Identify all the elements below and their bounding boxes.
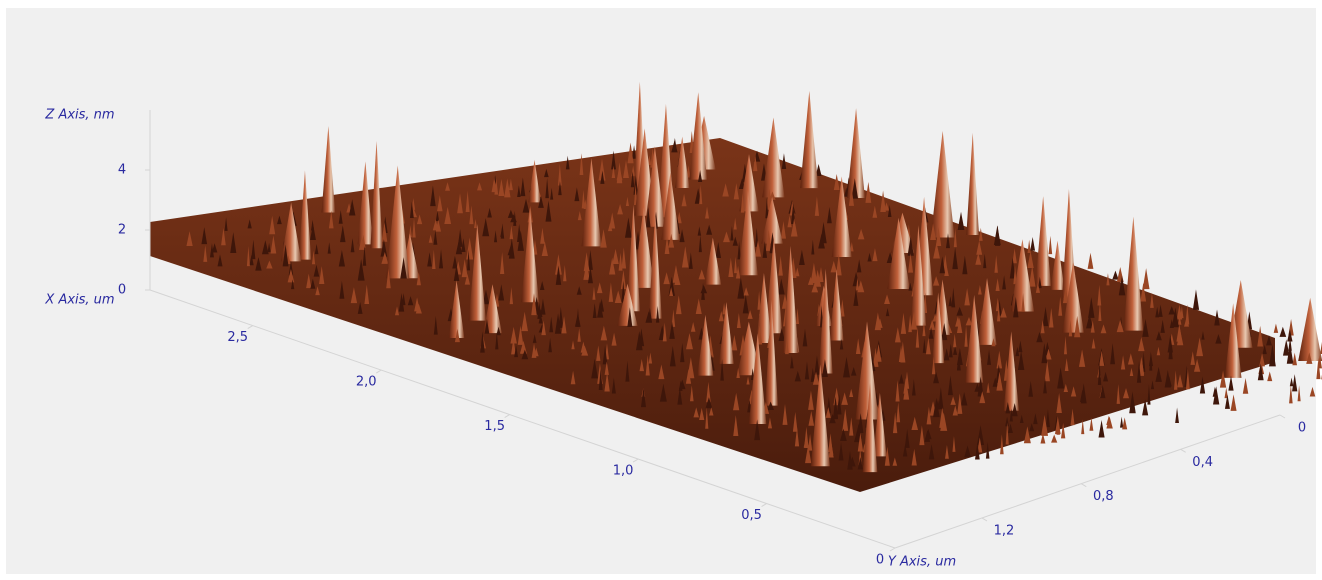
- x-tick-label: 0: [876, 553, 884, 568]
- x-axis-title: X Axis, um: [44, 293, 114, 308]
- chart: Z Axis, nm X Axis, um Y Axis, um 0 0,5 1,0…: [0, 0, 1322, 580]
- z-tick-label: 0: [118, 283, 126, 298]
- y-tick-label: 0,8: [1093, 489, 1114, 504]
- y-tick-label: 1,2: [994, 523, 1015, 538]
- y-tick-label: 0,4: [1192, 455, 1213, 470]
- z-axis-title: Z Axis, nm: [44, 108, 114, 123]
- x-tick-label: 2,5: [227, 330, 248, 345]
- z-tick-label: 2: [118, 223, 126, 238]
- x-tick-label: 1,5: [484, 419, 505, 434]
- page: {"chart_data": {"type": "surface3d", "x_…: [0, 0, 1322, 580]
- x-tick-label: 0,5: [741, 508, 762, 523]
- z-tick-label: 4: [118, 163, 126, 178]
- y-axis-title: Y Axis, um: [888, 555, 956, 570]
- x-tick-label: 2,0: [356, 375, 377, 390]
- x-tick-label: 1,0: [613, 464, 634, 479]
- y-tick-label: 0: [1298, 421, 1306, 436]
